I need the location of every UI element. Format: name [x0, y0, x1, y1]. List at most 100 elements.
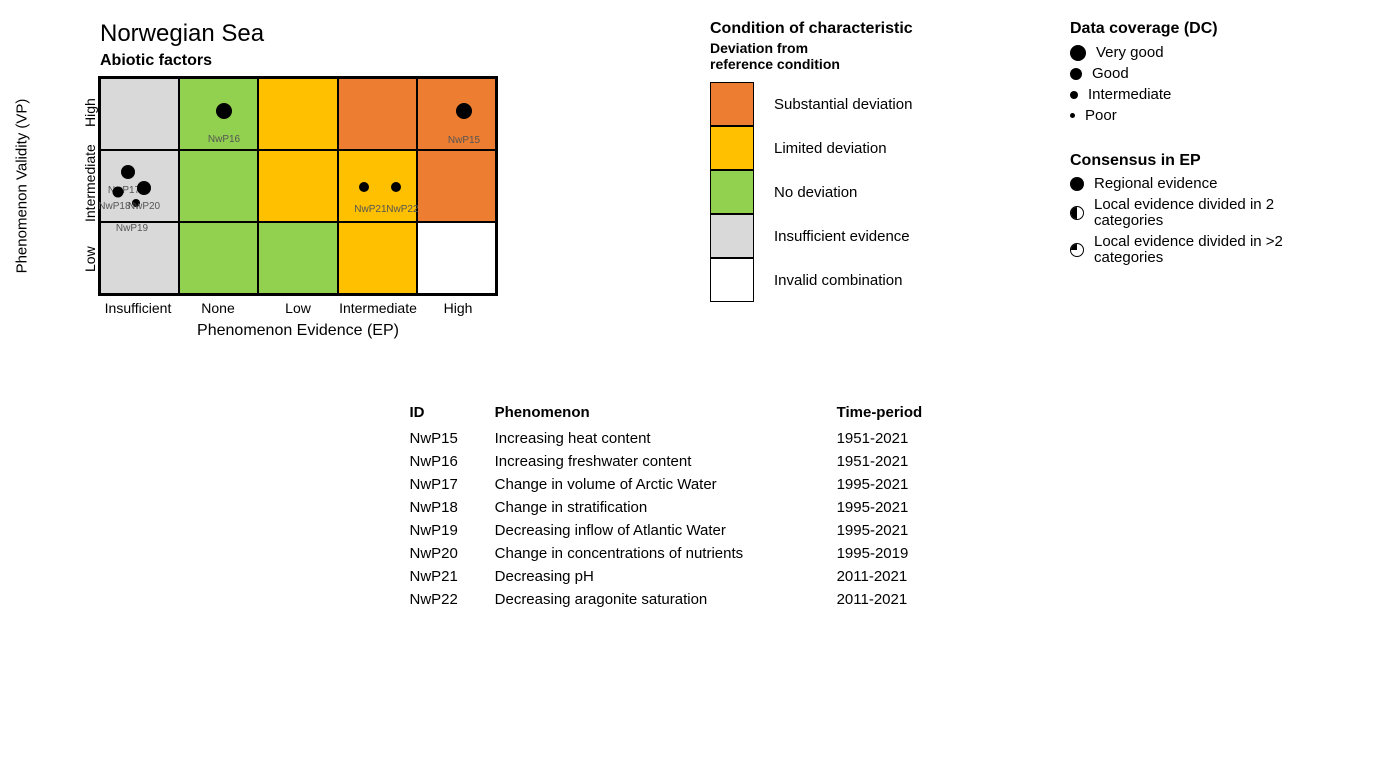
- matrix-cell: [338, 150, 417, 222]
- matrix-cell: [100, 78, 179, 150]
- phenomena-table: IDPhenomenonTime-period NwP15Increasing …: [410, 400, 970, 611]
- legend-label: Substantial deviation: [774, 96, 912, 113]
- y-tick: Low: [82, 223, 98, 296]
- matrix-cell: [179, 150, 258, 222]
- table-cell: Increasing freshwater content: [495, 450, 837, 473]
- y-ticks: HighIntermediateLow: [40, 76, 98, 296]
- condition-legend: Condition of characteristic Deviation fr…: [710, 20, 1000, 302]
- table-cell: NwP16: [410, 450, 495, 473]
- matrix-cell: [338, 222, 417, 294]
- condition-legend-item: Limited deviation: [710, 126, 1000, 170]
- table-cell: 1951-2021: [837, 427, 970, 450]
- half-circle-icon: [1070, 206, 1084, 220]
- legend-swatch: [710, 126, 754, 170]
- ep-legend-item: Local evidence divided in >2 categories: [1070, 234, 1330, 267]
- table-header: ID: [410, 400, 495, 427]
- table-row: NwP22Decreasing aragonite saturation2011…: [410, 588, 970, 611]
- condition-legend-item: Insufficient evidence: [710, 214, 1000, 258]
- matrix-cell: [258, 150, 337, 222]
- table-header: Time-period: [837, 400, 970, 427]
- x-axis-label: Phenomenon Evidence (EP): [98, 322, 498, 340]
- table-cell: 1995-2021: [837, 496, 970, 519]
- dot-icon: [1070, 113, 1075, 118]
- legend-swatch: [710, 258, 754, 302]
- table-cell: NwP18: [410, 496, 495, 519]
- legend-label: Insufficient evidence: [774, 228, 910, 245]
- dot-icon: [1070, 68, 1082, 80]
- legend-swatch: [710, 82, 754, 126]
- x-tick: None: [178, 300, 258, 316]
- table-header: Phenomenon: [495, 400, 837, 427]
- legend-label: Very good: [1096, 44, 1164, 61]
- x-tick: High: [418, 300, 498, 316]
- y-tick: Intermediate: [82, 149, 98, 222]
- dot-icon: [1070, 45, 1086, 61]
- dc-legend-item: Poor: [1070, 107, 1330, 124]
- table-cell: 1995-2021: [837, 519, 970, 542]
- x-tick: Insufficient: [98, 300, 178, 316]
- matrix-cell: [179, 222, 258, 294]
- matrix-panel: Norwegian Sea Abiotic factors Phenomenon…: [40, 20, 640, 340]
- legend-label: No deviation: [774, 184, 857, 201]
- table-cell: 1995-2021: [837, 473, 970, 496]
- table-cell: Decreasing pH: [495, 565, 837, 588]
- top-region: Norwegian Sea Abiotic factors Phenomenon…: [40, 20, 1339, 340]
- legend-label: Local evidence divided in 2 categories: [1094, 197, 1330, 230]
- matrix-wrap: Phenomenon Validity (VP) HighIntermediat…: [40, 76, 640, 296]
- dc-legend-item: Good: [1070, 65, 1330, 82]
- y-tick: High: [82, 76, 98, 149]
- full-circle-icon: [1070, 177, 1084, 191]
- matrix-cell: [338, 78, 417, 150]
- table-row: NwP20Change in concentrations of nutrien…: [410, 542, 970, 565]
- figure-subtitle: Abiotic factors: [100, 52, 640, 70]
- table-cell: Decreasing inflow of Atlantic Water: [495, 519, 837, 542]
- x-ticks: InsufficientNoneLowIntermediateHigh: [98, 300, 498, 316]
- ep-legend-item: Local evidence divided in 2 categories: [1070, 197, 1330, 230]
- legend-label: Limited deviation: [774, 140, 887, 157]
- table-row: NwP15Increasing heat content1951-2021: [410, 427, 970, 450]
- table-cell: NwP21: [410, 565, 495, 588]
- legend-label: Intermediate: [1088, 86, 1171, 103]
- table-cell: Change in volume of Arctic Water: [495, 473, 837, 496]
- table-cell: NwP20: [410, 542, 495, 565]
- dc-legend-item: Intermediate: [1070, 86, 1330, 103]
- matrix-cell: [417, 222, 496, 294]
- figure-title: Norwegian Sea: [100, 20, 640, 48]
- condition-legend-item: Substantial deviation: [710, 82, 1000, 126]
- legend-swatch: [710, 214, 754, 258]
- dot-icon: [1070, 91, 1078, 99]
- table-cell: Increasing heat content: [495, 427, 837, 450]
- y-axis-label: Phenomenon Validity (VP): [14, 99, 31, 274]
- table-cell: NwP17: [410, 473, 495, 496]
- condition-legend-item: Invalid combination: [710, 258, 1000, 302]
- ep-legend-title: Consensus in EP: [1070, 152, 1330, 170]
- matrix-cell: [100, 150, 179, 222]
- matrix-cell: [258, 78, 337, 150]
- condition-legend-title: Condition of characteristic: [710, 20, 1000, 38]
- table-cell: Change in stratification: [495, 496, 837, 519]
- dc-legend-title: Data coverage (DC): [1070, 20, 1330, 38]
- table-cell: Change in concentrations of nutrients: [495, 542, 837, 565]
- table-cell: 2011-2021: [837, 565, 970, 588]
- condition-legend-item: No deviation: [710, 170, 1000, 214]
- matrix-cell: [417, 150, 496, 222]
- table-row: NwP18Change in stratification1995-2021: [410, 496, 970, 519]
- matrix-cell: [258, 222, 337, 294]
- table-cell: NwP22: [410, 588, 495, 611]
- table-cell: 1995-2019: [837, 542, 970, 565]
- table-row: NwP19Decreasing inflow of Atlantic Water…: [410, 519, 970, 542]
- table-cell: 1951-2021: [837, 450, 970, 473]
- table-row: NwP21Decreasing pH2011-2021: [410, 565, 970, 588]
- quarter-circle-icon: [1070, 243, 1084, 257]
- table-row: NwP17Change in volume of Arctic Water199…: [410, 473, 970, 496]
- condition-legend-subtitle: Deviation from reference condition: [710, 40, 1000, 72]
- legend-label: Poor: [1085, 107, 1117, 124]
- x-tick: Low: [258, 300, 338, 316]
- legend-label: Invalid combination: [774, 272, 902, 289]
- legend-label: Regional evidence: [1094, 176, 1217, 193]
- table-cell: NwP15: [410, 427, 495, 450]
- cond-sub-l1: Deviation from: [710, 40, 808, 56]
- dc-legend-item: Very good: [1070, 44, 1330, 61]
- legend-swatch: [710, 170, 754, 214]
- cond-sub-l2: reference condition: [710, 56, 840, 72]
